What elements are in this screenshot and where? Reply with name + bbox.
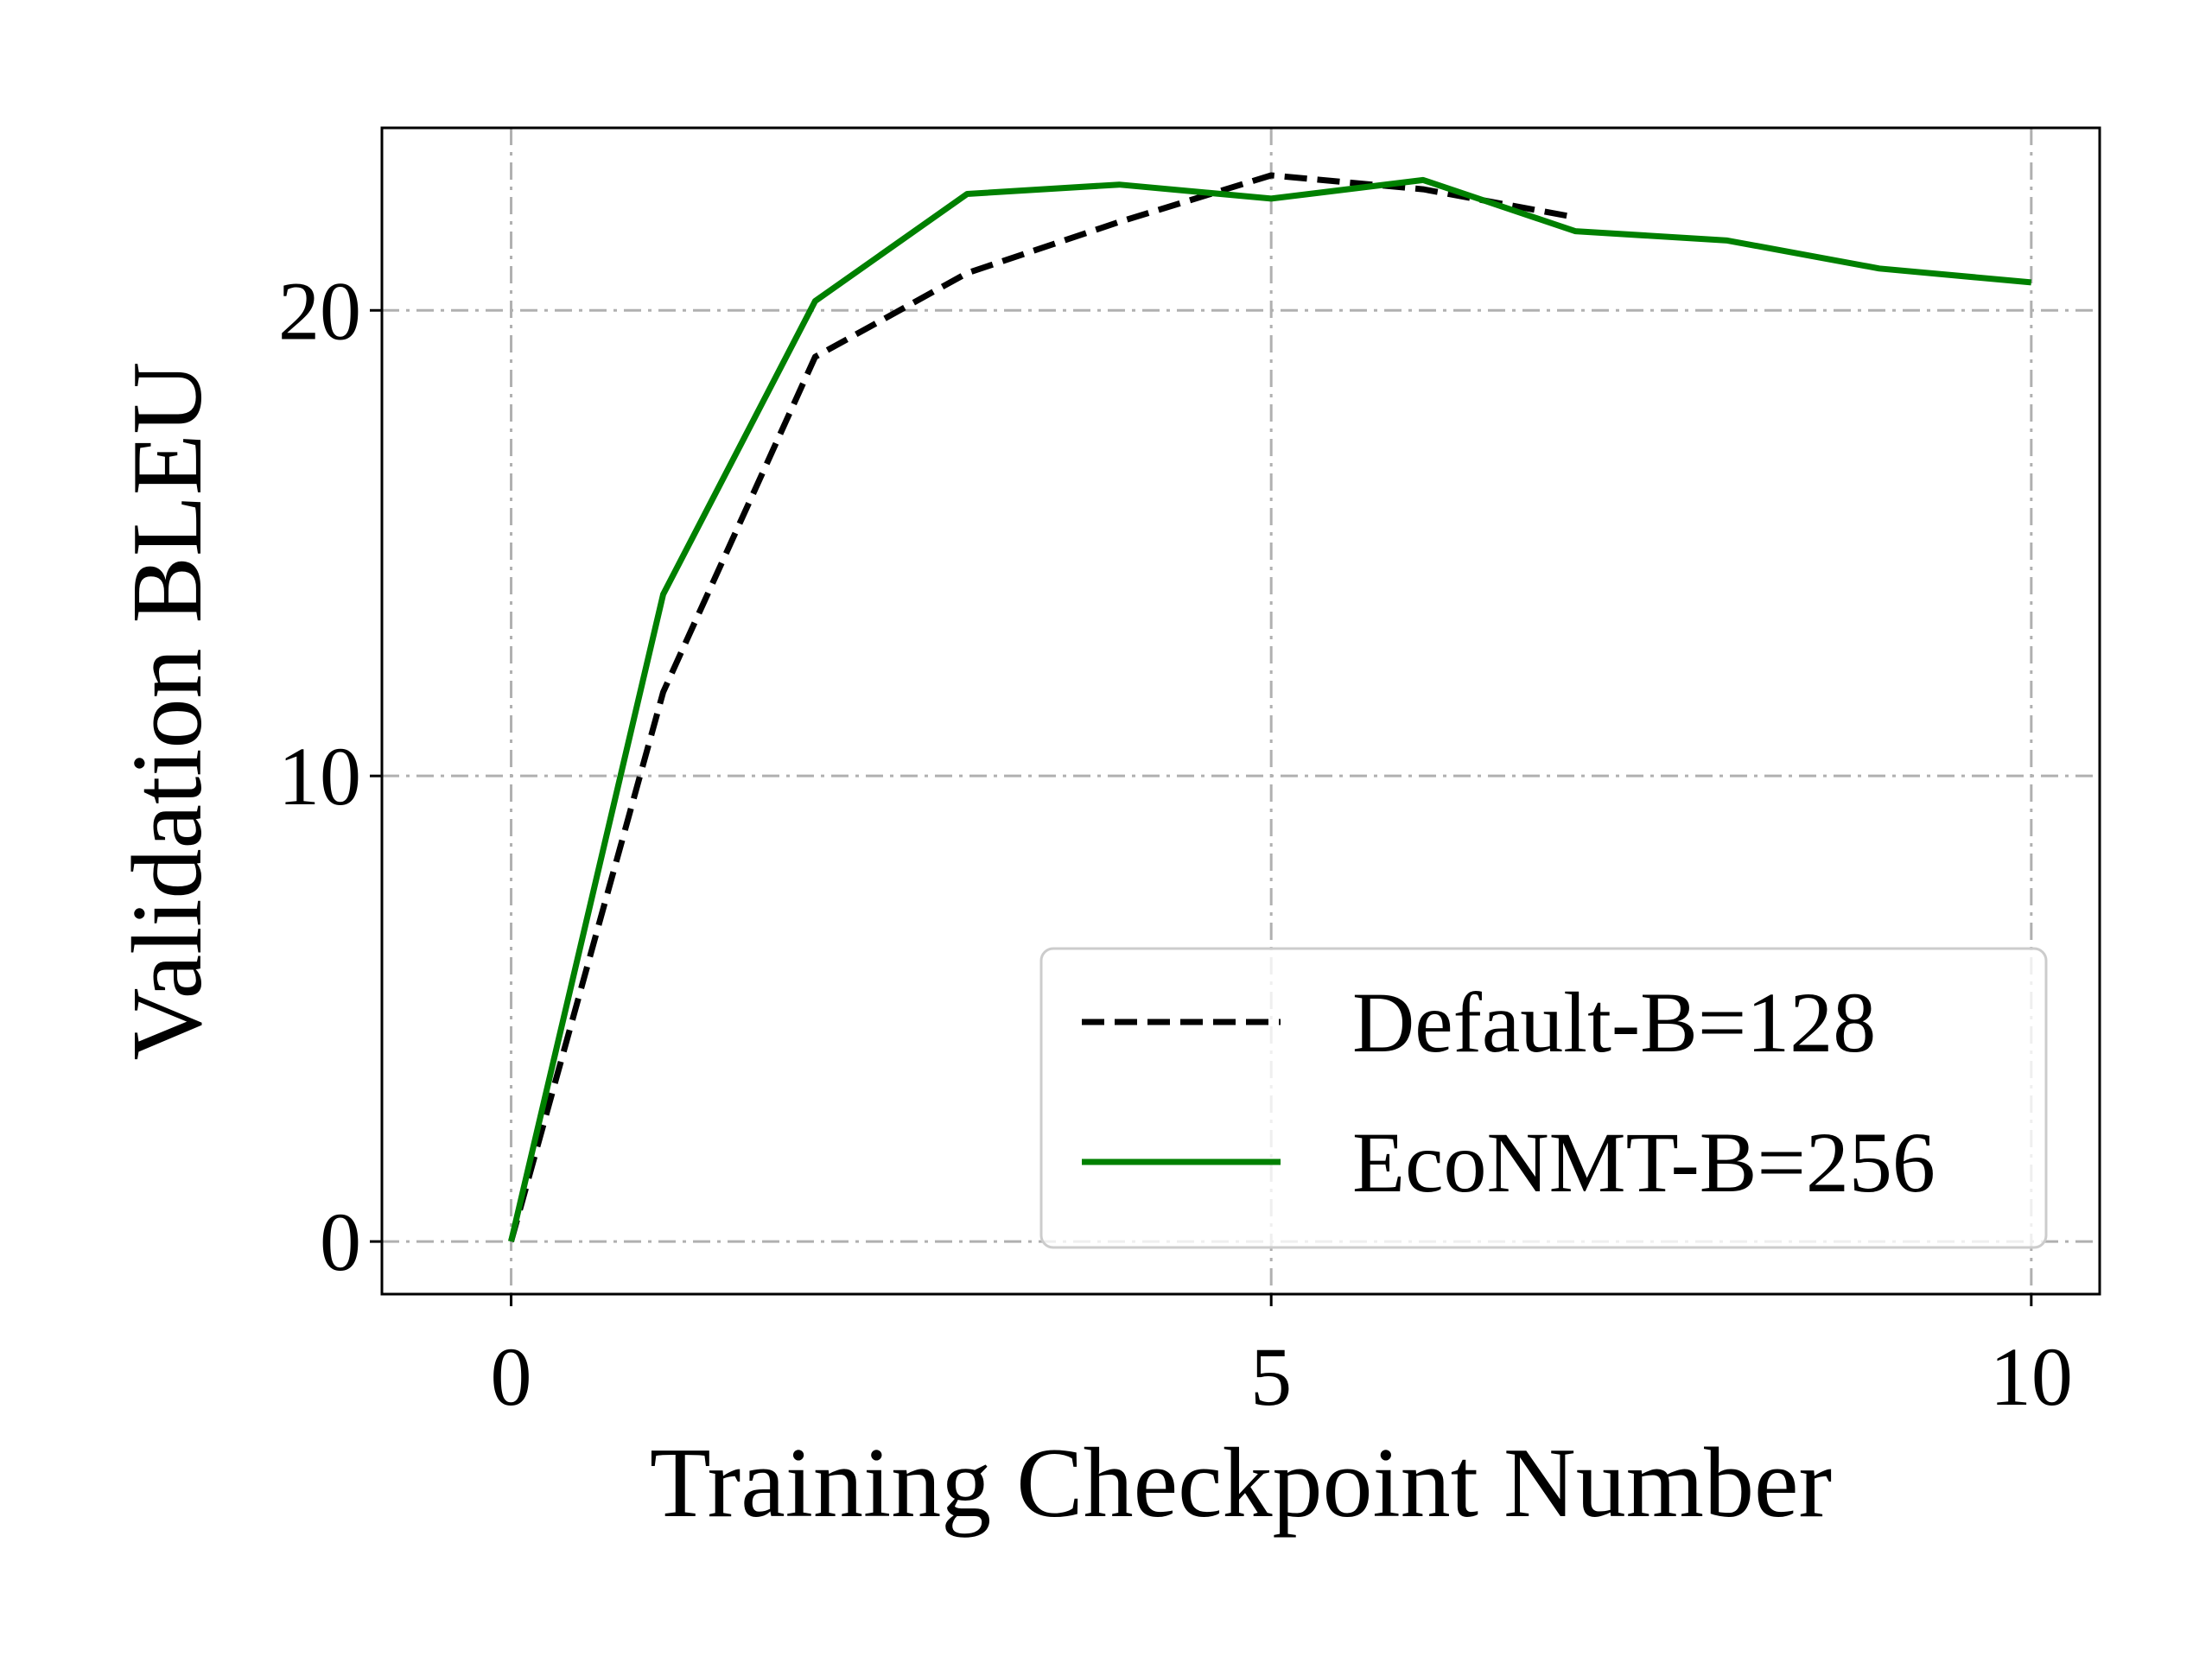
y-axis-label: Validation BLEU [112,362,223,1061]
series-lines [508,172,2032,1243]
series-line-econmt-b256 [508,176,2032,1242]
y-tick-label: 20 [278,264,361,357]
series-line-default-b128 [508,172,1576,1243]
x-tick-label: 5 [1250,1330,1292,1423]
y-tick-label: 0 [320,1196,361,1288]
plot-frame [380,126,2101,1296]
legend-label: EcoNMT-B=256 [1352,1114,1936,1210]
x-tick-label: 0 [491,1330,532,1423]
legend-box [1039,947,2048,1249]
x-tick-label: 10 [1990,1330,2073,1423]
legend: Default-B=128 EcoNMT-B=256 [1039,947,2048,1249]
y-tick-label: 10 [278,730,361,822]
axis-ticks: 0 5 10 0 10 20 [278,264,2073,1423]
x-axis-label: Training Checkpoint Number [650,1428,1832,1539]
legend-label: Default-B=128 [1352,974,1876,1070]
